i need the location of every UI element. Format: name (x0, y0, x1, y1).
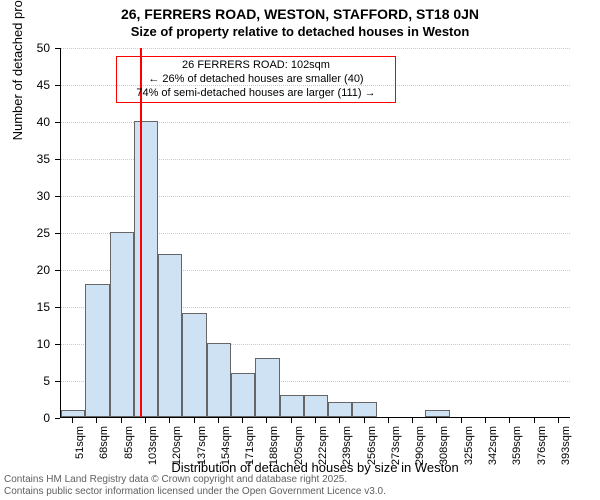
y-tick-label: 50 (0, 41, 50, 55)
bar (352, 402, 376, 417)
y-tick-label: 20 (0, 263, 50, 277)
annotation-line: 26 FERRERS ROAD: 102sqm (123, 59, 389, 73)
annotation-line: 74% of semi-detached houses are larger (… (123, 87, 389, 101)
y-tick-label: 5 (0, 374, 50, 388)
bar (328, 402, 352, 417)
chart-subtitle: Size of property relative to detached ho… (0, 24, 600, 39)
footer-line1: Contains HM Land Registry data © Crown c… (4, 474, 386, 486)
chart-title-address: 26, FERRERS ROAD, WESTON, STAFFORD, ST18… (0, 6, 600, 22)
y-tick-label: 10 (0, 337, 50, 351)
bar (182, 313, 206, 417)
plot-area: 26 FERRERS ROAD: 102sqm← 26% of detached… (60, 48, 570, 418)
y-tick-label: 40 (0, 115, 50, 129)
y-tick-label: 35 (0, 152, 50, 166)
x-axis-label: Distribution of detached houses by size … (60, 460, 570, 475)
bar (61, 410, 85, 417)
y-tick-label: 30 (0, 189, 50, 203)
bar (85, 284, 109, 417)
footer-attribution: Contains HM Land Registry data © Crown c… (4, 474, 386, 498)
bar (207, 343, 231, 417)
footer-line2: Contains public sector information licen… (4, 486, 386, 498)
bar (304, 395, 328, 417)
annotation-box: 26 FERRERS ROAD: 102sqm← 26% of detached… (116, 56, 396, 103)
y-tick-label: 25 (0, 226, 50, 240)
y-tick-label: 15 (0, 300, 50, 314)
y-tick-label: 45 (0, 78, 50, 92)
bar (158, 254, 182, 417)
bar (425, 410, 449, 417)
bar (280, 395, 304, 417)
bar (231, 373, 255, 417)
bar (110, 232, 134, 417)
bar (134, 121, 158, 417)
y-tick-label: 0 (0, 411, 50, 425)
annotation-line: ← 26% of detached houses are smaller (40… (123, 73, 389, 87)
bar (255, 358, 279, 417)
reference-line (140, 48, 142, 417)
